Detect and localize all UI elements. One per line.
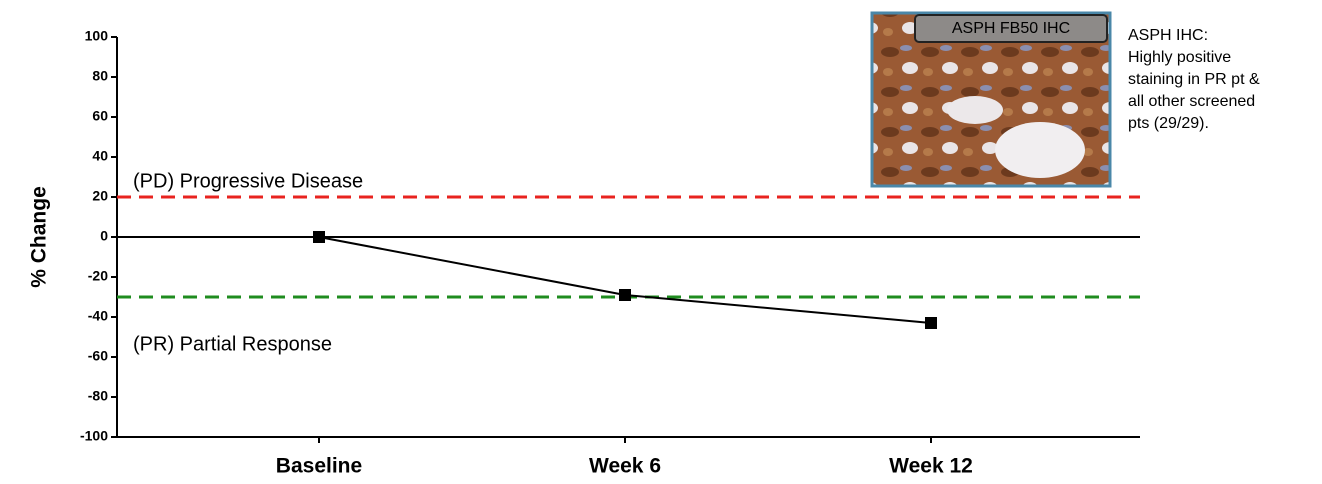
note-line: ASPH IHC: <box>1128 27 1208 44</box>
y-tick-label: 40 <box>92 148 108 164</box>
y-tick-label: 0 <box>100 228 108 244</box>
chart: ASPH FB50 IHC % Change -100 -80 -60 -40 -20 0… <box>0 0 1322 479</box>
data-point <box>313 231 325 243</box>
note-line: all other screened <box>1128 93 1255 110</box>
note-line: Highly positive <box>1128 49 1231 66</box>
y-tick-label: 100 <box>85 28 109 44</box>
y-tick-label: 80 <box>92 68 108 84</box>
y-tick-label: -40 <box>88 308 108 324</box>
y-tick-label: 20 <box>92 188 108 204</box>
y-tick-label: 60 <box>92 108 108 124</box>
y-tick-label: -100 <box>80 428 108 444</box>
y-axis-label: % Change <box>28 186 51 288</box>
x-tick-label: Week 6 <box>589 455 661 478</box>
y-tick-label: -80 <box>88 388 108 404</box>
x-tick-label: Baseline <box>276 455 362 478</box>
y-tick-label: -20 <box>88 268 108 284</box>
data-point <box>619 289 631 301</box>
reference-label: (PR) Partial Response <box>133 333 332 355</box>
y-tick-label: -60 <box>88 348 108 364</box>
x-tick-label: Week 12 <box>889 455 973 478</box>
reference-label: (PD) Progressive Disease <box>133 170 363 192</box>
data-line <box>319 237 931 323</box>
note-line: pts (29/29). <box>1128 115 1209 132</box>
note-line: staining in PR pt & <box>1128 71 1260 88</box>
inset-label: ASPH FB50 IHC <box>952 20 1070 37</box>
inset-image: ASPH FB50 IHC <box>872 13 1110 186</box>
data-point <box>925 317 937 329</box>
